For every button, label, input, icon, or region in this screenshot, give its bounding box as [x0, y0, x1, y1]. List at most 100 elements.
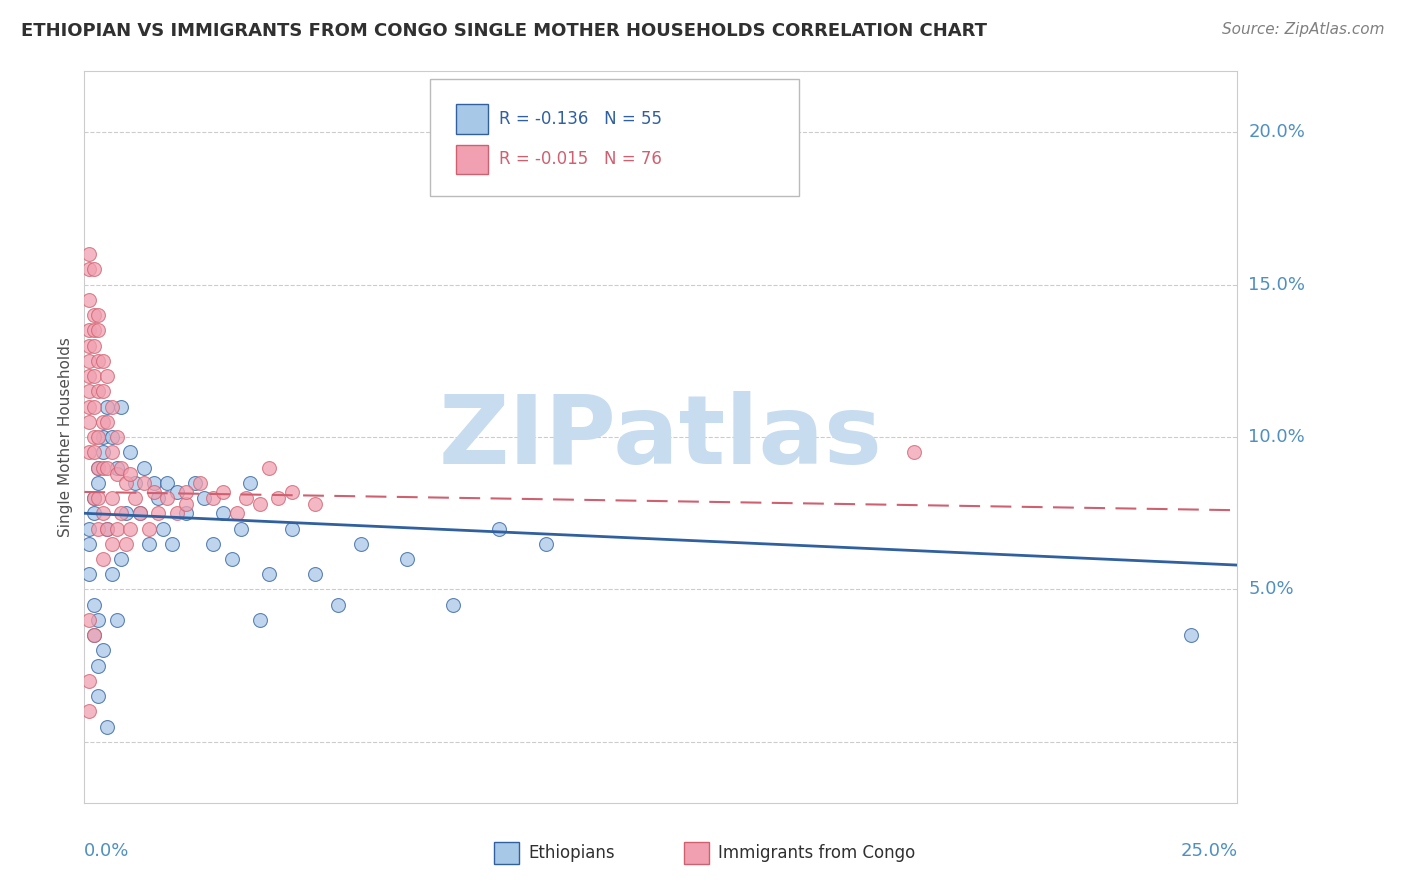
- Text: ETHIOPIAN VS IMMIGRANTS FROM CONGO SINGLE MOTHER HOUSEHOLDS CORRELATION CHART: ETHIOPIAN VS IMMIGRANTS FROM CONGO SINGL…: [21, 22, 987, 40]
- Point: [91, 415, 114, 429]
- Point: [142, 485, 165, 500]
- Point: [221, 552, 243, 566]
- Text: 20.0%: 20.0%: [1249, 123, 1305, 141]
- Point: [120, 521, 142, 535]
- Point: [166, 506, 188, 520]
- Point: [202, 537, 225, 551]
- Point: [83, 430, 105, 444]
- Point: [83, 369, 105, 384]
- Point: [110, 552, 132, 566]
- Point: [193, 491, 215, 505]
- Point: [77, 537, 100, 551]
- Point: [903, 445, 925, 459]
- Point: [152, 521, 174, 535]
- Point: [101, 400, 124, 414]
- Point: [281, 521, 304, 535]
- Point: [77, 705, 100, 719]
- Point: [120, 467, 142, 481]
- Point: [184, 475, 207, 490]
- Point: [83, 445, 105, 459]
- Point: [134, 475, 156, 490]
- Point: [1180, 628, 1202, 642]
- Point: [138, 537, 160, 551]
- Text: Immigrants from Congo: Immigrants from Congo: [718, 844, 915, 862]
- Point: [115, 506, 138, 520]
- Point: [231, 521, 253, 535]
- Point: [249, 613, 271, 627]
- Text: R = -0.015   N = 76: R = -0.015 N = 76: [499, 150, 662, 168]
- Point: [77, 673, 100, 688]
- Point: [77, 613, 100, 627]
- Point: [101, 491, 124, 505]
- Point: [267, 491, 290, 505]
- Point: [91, 384, 114, 399]
- Point: [83, 506, 105, 520]
- Point: [83, 308, 105, 322]
- Point: [83, 338, 105, 352]
- Point: [87, 323, 110, 337]
- Point: [211, 506, 233, 520]
- Point: [142, 475, 165, 490]
- Point: [96, 521, 118, 535]
- Point: [326, 598, 349, 612]
- Point: [249, 497, 271, 511]
- Point: [174, 485, 197, 500]
- Point: [101, 430, 124, 444]
- Text: 0.0%: 0.0%: [84, 842, 129, 860]
- FancyBboxPatch shape: [456, 104, 488, 134]
- Point: [257, 460, 280, 475]
- Point: [87, 475, 110, 490]
- Point: [87, 689, 110, 703]
- Point: [91, 552, 114, 566]
- Point: [87, 658, 110, 673]
- Point: [96, 720, 118, 734]
- Point: [83, 598, 105, 612]
- Point: [138, 521, 160, 535]
- Point: [77, 445, 100, 459]
- Point: [83, 262, 105, 277]
- Point: [87, 460, 110, 475]
- FancyBboxPatch shape: [430, 78, 799, 195]
- Point: [83, 628, 105, 642]
- Point: [110, 506, 132, 520]
- Point: [211, 485, 233, 500]
- Point: [146, 491, 169, 505]
- Point: [188, 475, 211, 490]
- Text: R = -0.136   N = 55: R = -0.136 N = 55: [499, 110, 662, 128]
- Point: [91, 460, 114, 475]
- Point: [101, 445, 124, 459]
- Point: [101, 567, 124, 582]
- Point: [134, 460, 156, 475]
- Point: [87, 430, 110, 444]
- Point: [77, 247, 100, 261]
- Point: [105, 467, 128, 481]
- Point: [77, 567, 100, 582]
- Point: [87, 491, 110, 505]
- Point: [77, 400, 100, 414]
- Text: 5.0%: 5.0%: [1249, 581, 1294, 599]
- Point: [87, 460, 110, 475]
- Point: [128, 506, 150, 520]
- Point: [115, 537, 138, 551]
- Point: [488, 521, 510, 535]
- Point: [83, 628, 105, 642]
- Text: 10.0%: 10.0%: [1249, 428, 1305, 446]
- Point: [87, 521, 110, 535]
- Point: [115, 475, 138, 490]
- Point: [77, 384, 100, 399]
- Point: [77, 369, 100, 384]
- Point: [105, 613, 128, 627]
- Point: [87, 308, 110, 322]
- Point: [174, 497, 197, 511]
- Point: [124, 475, 146, 490]
- Point: [91, 354, 114, 368]
- Point: [396, 552, 419, 566]
- Point: [105, 460, 128, 475]
- Point: [202, 491, 225, 505]
- Point: [96, 460, 118, 475]
- Point: [304, 497, 326, 511]
- Y-axis label: Single Mother Households: Single Mother Households: [58, 337, 73, 537]
- Point: [77, 521, 100, 535]
- Point: [96, 415, 118, 429]
- Point: [110, 400, 132, 414]
